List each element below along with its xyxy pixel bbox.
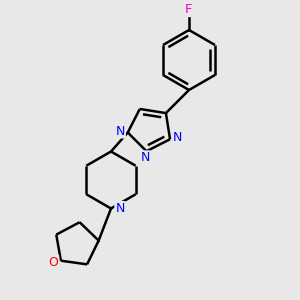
Text: N: N <box>140 151 150 164</box>
Text: N: N <box>115 202 125 215</box>
Text: N: N <box>116 124 125 137</box>
Text: N: N <box>173 131 182 144</box>
Text: O: O <box>48 256 58 269</box>
Text: F: F <box>185 3 193 16</box>
